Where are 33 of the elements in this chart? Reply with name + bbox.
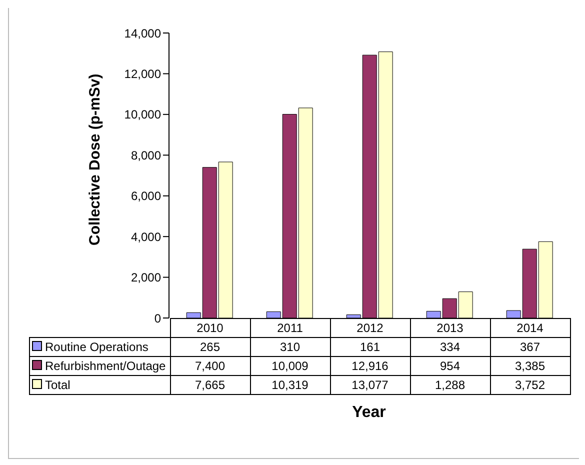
- x-tick-label: 2014: [490, 318, 570, 338]
- data-label: 13,077: [330, 376, 410, 394]
- data-label: 3,385: [490, 356, 570, 376]
- data-label: 7,665: [170, 376, 250, 394]
- y-tick-label: 10,000: [124, 108, 162, 122]
- data-label: 3,752: [490, 376, 570, 394]
- data-label: 334: [410, 338, 490, 356]
- y-tick-label: 8,000: [130, 148, 162, 162]
- data-label: 265: [170, 338, 250, 356]
- y-tick-label: 2,000: [130, 270, 162, 285]
- y-tick-label: 12,000: [124, 66, 162, 81]
- y-tick-label: 6,000: [130, 189, 162, 204]
- data-label: 1,288: [410, 376, 490, 394]
- x-axis-title: Year: [351, 404, 387, 422]
- data-label: 10,319: [250, 376, 330, 394]
- x-tick-label: 2010: [170, 318, 250, 338]
- x-tick-label: 2013: [410, 318, 490, 338]
- y-tick-label: 4,000: [130, 230, 162, 244]
- data-label: 367: [490, 338, 570, 356]
- y-tick-label: 0: [154, 311, 162, 326]
- data-label: 161: [330, 338, 410, 356]
- y-tick-label: 14,000: [124, 26, 162, 40]
- legend-label: Total: [30, 376, 170, 394]
- x-tick-label: 2012: [330, 318, 410, 338]
- data-label: 954: [410, 356, 490, 376]
- data-label: 10,009: [250, 356, 330, 376]
- legend-label: Refurbishment/Outage: [30, 356, 170, 376]
- y-axis-title: Collective Dose (p-mSv): [86, 74, 104, 246]
- x-tick-label: 2011: [250, 318, 330, 338]
- legend-label: Routine Operations: [30, 338, 170, 356]
- data-label: 7,400: [170, 356, 250, 376]
- data-label: 310: [250, 338, 330, 356]
- data-label: 12,916: [330, 356, 410, 376]
